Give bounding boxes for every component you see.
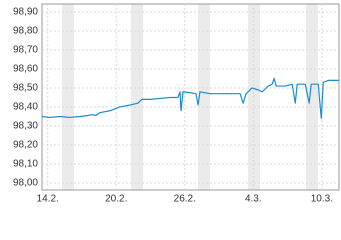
line-series [41,77,339,119]
x-tick-label: 10.3. [311,194,333,205]
weekend-band [248,4,260,190]
y-tick-label: 98,00 [13,178,38,189]
x-tick-label: 26.2. [174,194,196,205]
weekend-bands [62,4,318,190]
chart: 98,00 98,10 98,20 98,30 98,40 98,50 98,60 98,70… [13,3,340,205]
y-tick-label: 98,60 [13,64,38,75]
y-tick-label: 98,70 [13,45,38,56]
weekend-band [62,4,74,190]
plot-frame [41,3,340,191]
x-tick-label: 14.2. [37,194,59,205]
weekend-band [306,4,318,190]
y-tick-label: 98,10 [13,159,38,170]
weekend-band [131,4,143,190]
y-tick-label: 98,50 [13,83,38,94]
y-tick-label: 98,40 [13,102,38,113]
y-tick-label: 98,30 [13,121,38,132]
y-tick-label: 98,90 [13,7,38,18]
y-tick-label: 98,80 [13,26,38,37]
y-tick-label: 98,20 [13,140,38,151]
x-tick-label: 4.3. [245,194,262,205]
weekend-band [198,4,210,190]
x-tick-label: 20.2. [105,194,127,205]
